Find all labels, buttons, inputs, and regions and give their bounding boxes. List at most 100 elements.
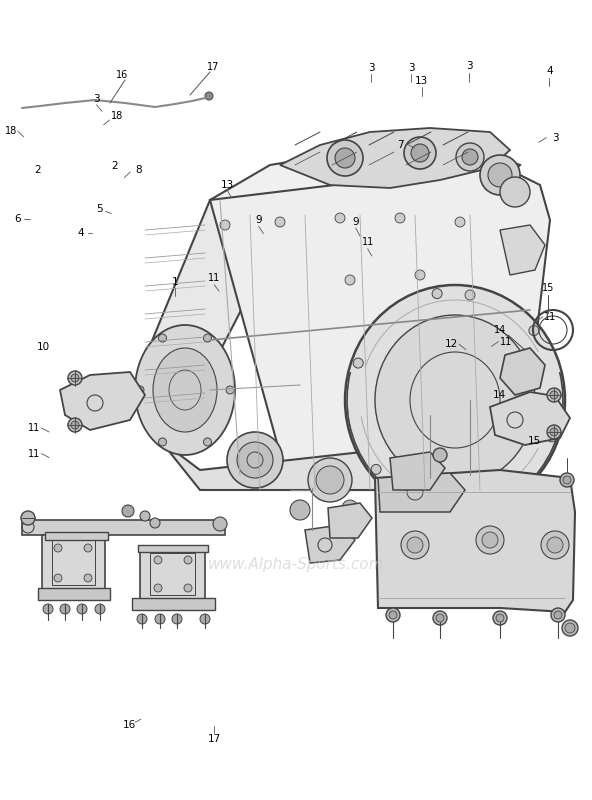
Text: 17: 17 <box>208 734 221 744</box>
Circle shape <box>529 326 539 335</box>
Circle shape <box>462 149 478 165</box>
Polygon shape <box>60 372 145 430</box>
Circle shape <box>140 511 150 521</box>
Circle shape <box>547 432 557 442</box>
Polygon shape <box>500 348 545 395</box>
Polygon shape <box>390 452 445 490</box>
Circle shape <box>401 531 429 559</box>
Circle shape <box>205 92 213 100</box>
Circle shape <box>155 614 165 624</box>
Polygon shape <box>305 525 355 563</box>
Text: 9: 9 <box>352 217 359 226</box>
Circle shape <box>95 604 105 614</box>
Circle shape <box>335 213 345 223</box>
Text: 16: 16 <box>116 70 128 80</box>
Circle shape <box>154 556 162 564</box>
Circle shape <box>496 614 504 622</box>
Ellipse shape <box>345 285 565 515</box>
Text: 2: 2 <box>111 161 118 170</box>
Text: 18: 18 <box>111 111 123 121</box>
Text: 11: 11 <box>545 312 556 322</box>
Circle shape <box>308 458 352 502</box>
Circle shape <box>500 177 530 207</box>
Polygon shape <box>138 545 208 552</box>
Circle shape <box>335 148 355 168</box>
Circle shape <box>436 614 444 622</box>
Text: 15: 15 <box>528 436 541 446</box>
Circle shape <box>275 217 285 227</box>
Circle shape <box>220 220 230 230</box>
Circle shape <box>547 388 561 402</box>
Circle shape <box>386 608 400 622</box>
Text: 11: 11 <box>500 337 512 346</box>
Circle shape <box>213 517 227 531</box>
Circle shape <box>482 532 498 548</box>
Ellipse shape <box>375 315 535 485</box>
Circle shape <box>60 604 70 614</box>
Circle shape <box>345 275 355 285</box>
Circle shape <box>327 140 363 176</box>
Polygon shape <box>375 470 575 612</box>
Text: 16: 16 <box>123 720 136 730</box>
Circle shape <box>154 584 162 592</box>
Circle shape <box>468 502 478 511</box>
Text: 3: 3 <box>368 63 375 73</box>
Text: 3: 3 <box>552 133 559 142</box>
Circle shape <box>84 544 92 552</box>
Text: 13: 13 <box>221 180 234 190</box>
Circle shape <box>371 465 381 474</box>
Text: www.Alpha-Sports.com: www.Alpha-Sports.com <box>208 558 384 573</box>
Circle shape <box>68 371 82 385</box>
Polygon shape <box>42 535 105 590</box>
Circle shape <box>237 442 273 478</box>
Circle shape <box>84 574 92 582</box>
Polygon shape <box>132 598 215 610</box>
Circle shape <box>395 213 405 223</box>
Circle shape <box>353 358 363 368</box>
Text: 15: 15 <box>542 283 554 293</box>
Circle shape <box>54 544 62 552</box>
Circle shape <box>551 608 565 622</box>
Text: 10: 10 <box>37 342 50 352</box>
Polygon shape <box>500 225 545 275</box>
Text: 9: 9 <box>255 215 262 225</box>
Circle shape <box>150 518 160 528</box>
Circle shape <box>404 137 436 169</box>
Circle shape <box>136 386 144 394</box>
Text: 1: 1 <box>171 277 178 286</box>
Circle shape <box>184 584 192 592</box>
Circle shape <box>565 623 575 633</box>
Circle shape <box>547 537 563 553</box>
Circle shape <box>290 500 310 520</box>
Text: 2: 2 <box>34 166 41 175</box>
Circle shape <box>415 270 425 280</box>
Text: 4: 4 <box>546 66 553 76</box>
Circle shape <box>547 425 561 439</box>
Text: 7: 7 <box>397 140 404 150</box>
Circle shape <box>562 620 578 636</box>
Text: 11: 11 <box>28 449 40 458</box>
Polygon shape <box>328 503 372 538</box>
Text: 11: 11 <box>208 274 220 283</box>
Circle shape <box>204 438 211 446</box>
Circle shape <box>550 428 558 436</box>
Polygon shape <box>22 520 225 535</box>
Circle shape <box>433 611 447 625</box>
Circle shape <box>200 614 210 624</box>
Circle shape <box>71 374 79 382</box>
Circle shape <box>43 604 53 614</box>
Text: 5: 5 <box>96 204 103 214</box>
Text: 14: 14 <box>493 390 506 400</box>
Circle shape <box>432 289 442 298</box>
Circle shape <box>159 438 166 446</box>
Circle shape <box>455 217 465 227</box>
Text: 6: 6 <box>14 214 21 224</box>
Circle shape <box>342 500 358 516</box>
Polygon shape <box>490 392 570 445</box>
Circle shape <box>456 143 484 171</box>
Text: 11: 11 <box>362 238 374 247</box>
Text: 4: 4 <box>78 228 85 238</box>
Text: 18: 18 <box>5 126 17 136</box>
Text: 3: 3 <box>408 63 415 73</box>
Text: 3: 3 <box>466 62 473 71</box>
